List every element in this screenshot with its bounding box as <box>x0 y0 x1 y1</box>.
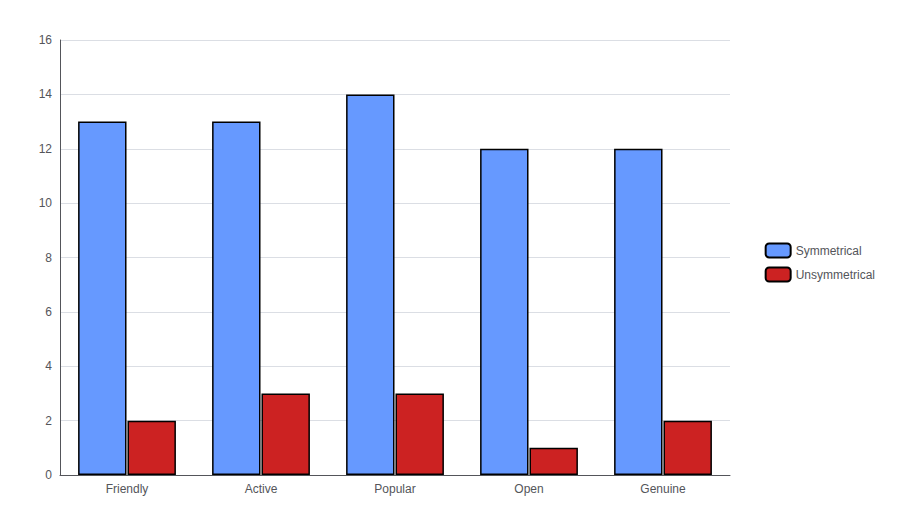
svg-text:Unsymmetrical: Unsymmetrical <box>796 268 875 282</box>
svg-text:4: 4 <box>45 359 52 373</box>
svg-text:16: 16 <box>39 33 53 47</box>
svg-text:14: 14 <box>39 87 53 101</box>
svg-text:6: 6 <box>45 305 52 319</box>
svg-text:8: 8 <box>45 251 52 265</box>
svg-text:12: 12 <box>39 142 53 156</box>
svg-text:Friendly: Friendly <box>106 482 149 496</box>
svg-text:Genuine: Genuine <box>640 482 686 496</box>
svg-text:Open: Open <box>514 482 543 496</box>
svg-text:Symmetrical: Symmetrical <box>796 244 862 258</box>
svg-text:2: 2 <box>45 414 52 428</box>
svg-text:0: 0 <box>45 468 52 482</box>
svg-text:Popular: Popular <box>374 482 415 496</box>
svg-text:10: 10 <box>39 196 53 210</box>
svg-text:Active: Active <box>245 482 278 496</box>
